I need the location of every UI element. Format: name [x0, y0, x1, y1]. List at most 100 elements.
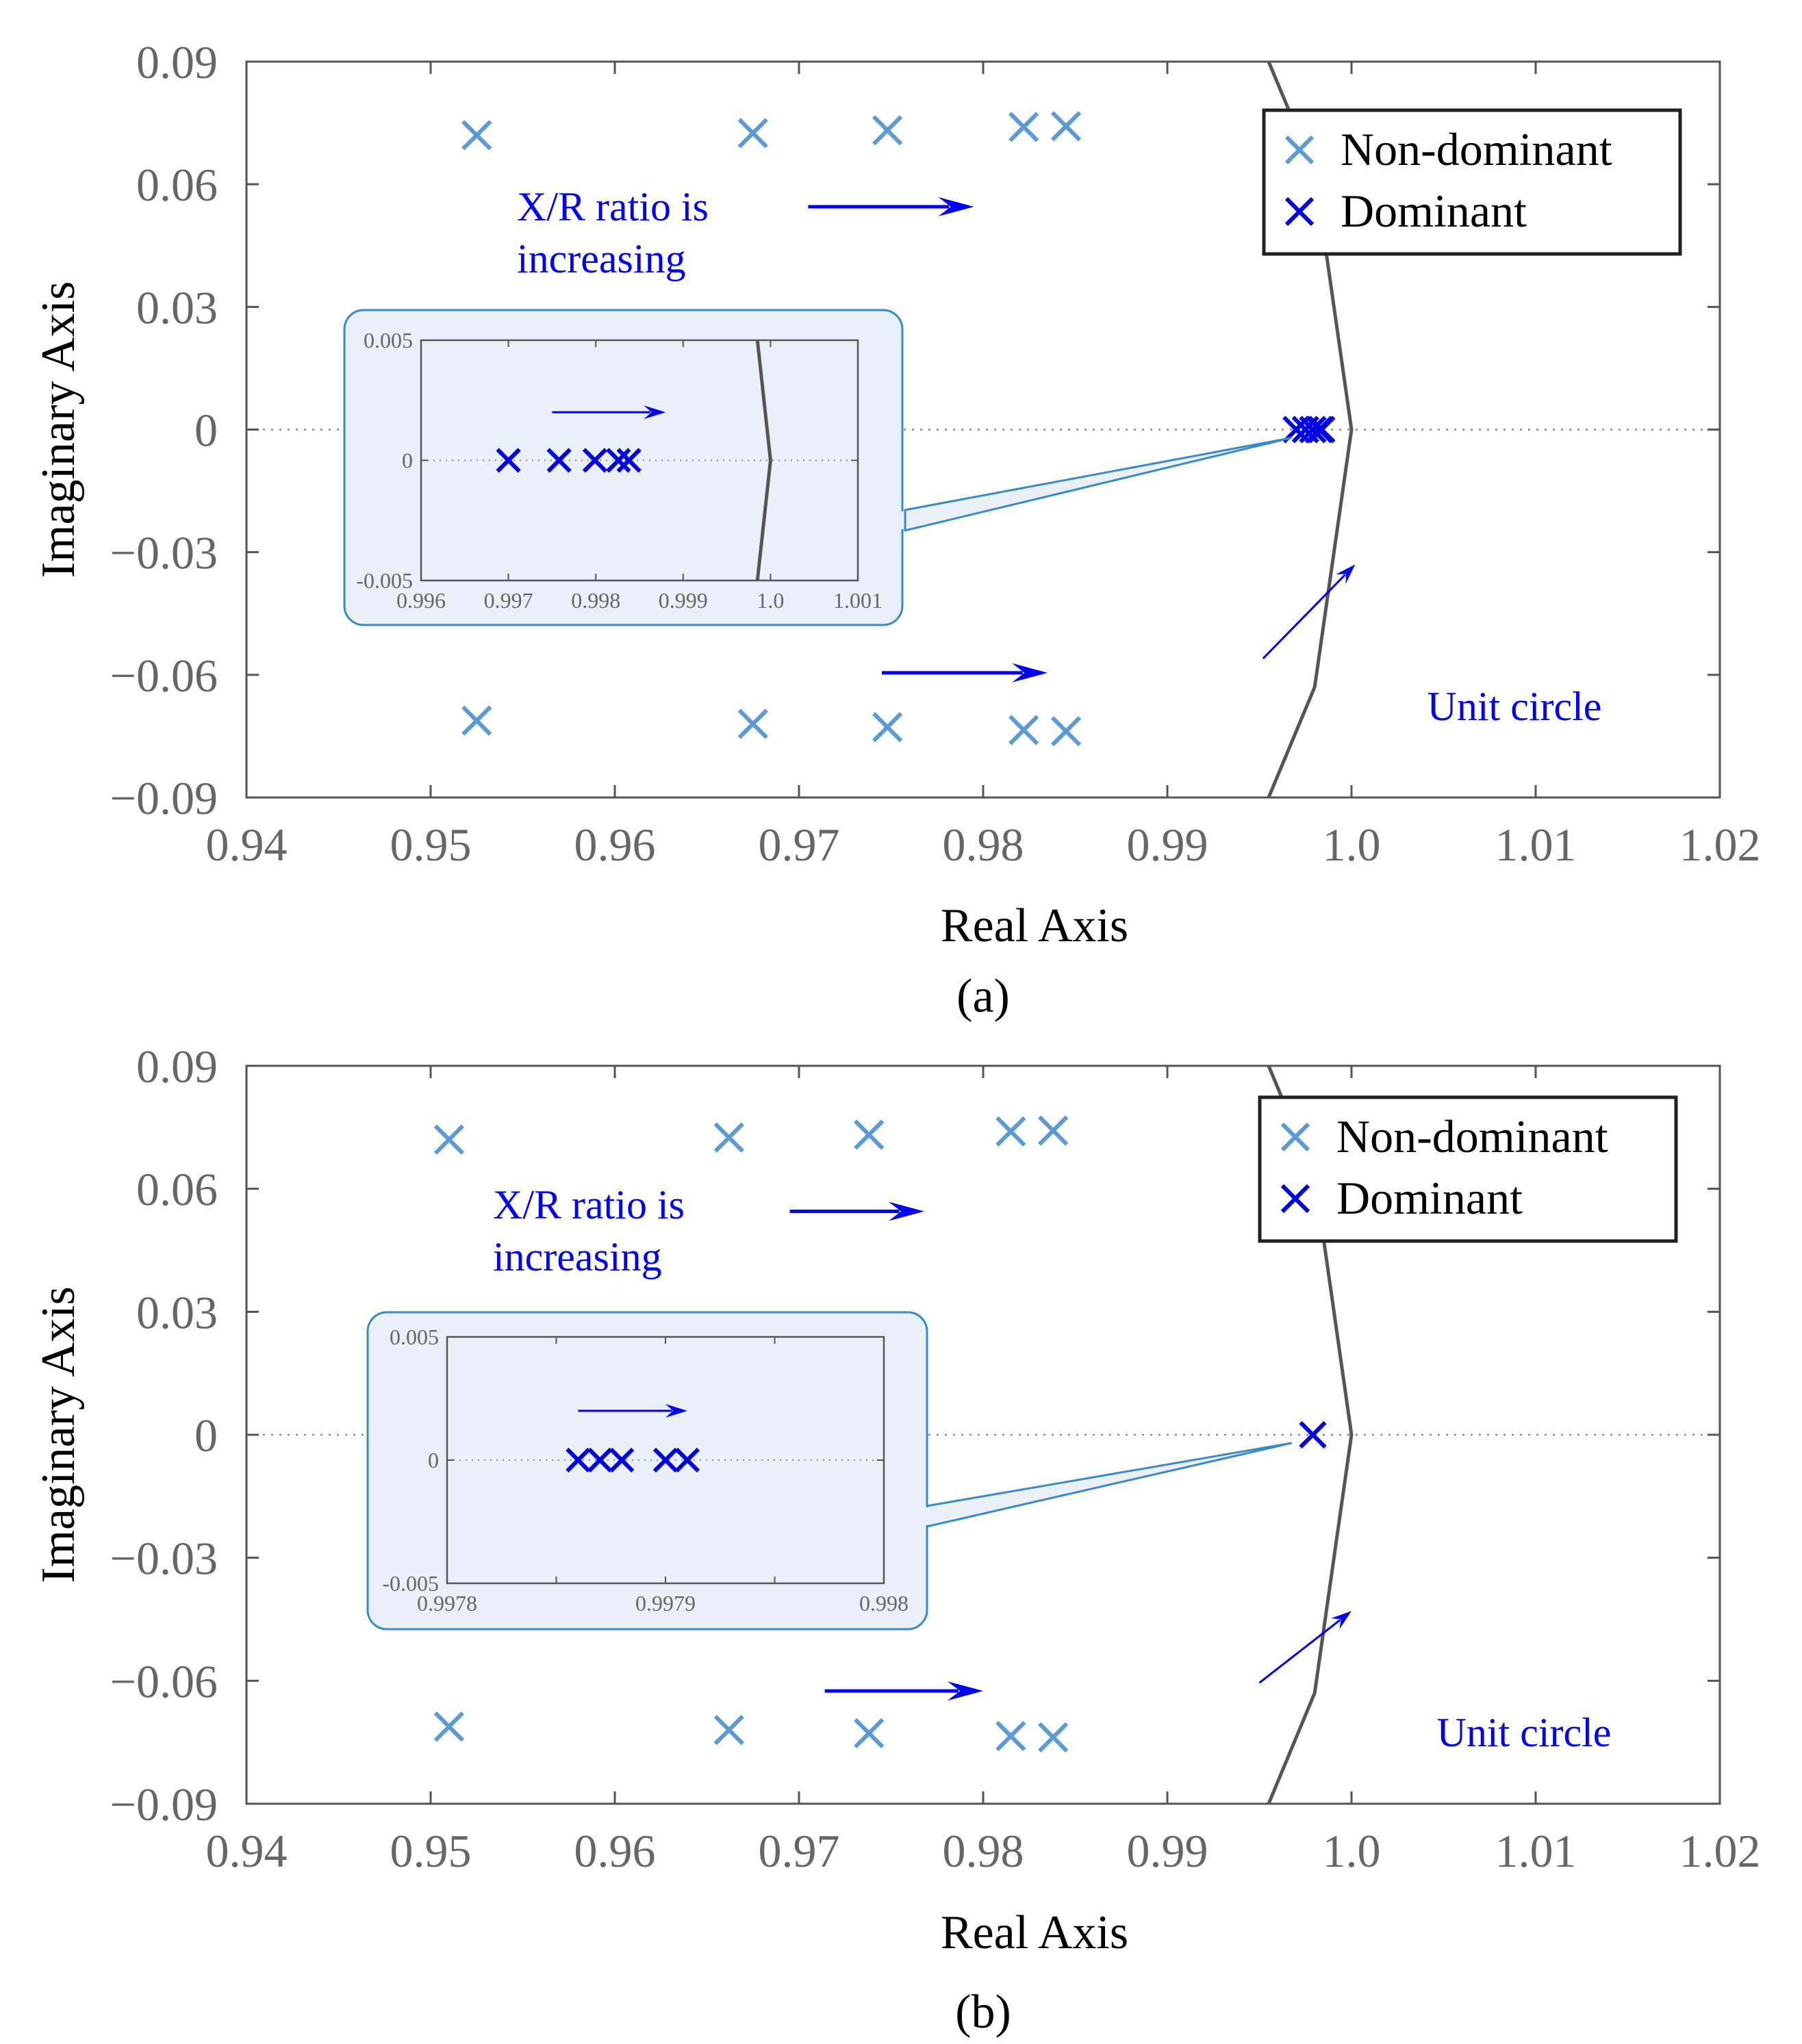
- non-dominant-marker: [433, 1711, 465, 1742]
- marker-stroke: [995, 1721, 1026, 1752]
- arrow-shaft: [1262, 574, 1346, 659]
- marker-stroke: [546, 448, 572, 473]
- x-tick-label: 0.94: [206, 1825, 288, 1877]
- arrow-shaft: [1258, 1619, 1341, 1684]
- x-tick-label: 1.0: [1323, 1825, 1381, 1877]
- unit-circle-pointer-arrow: [1262, 564, 1356, 659]
- legend-box: [1262, 108, 1682, 256]
- inset-y-tick-label: 0: [402, 448, 413, 473]
- inset-x-tick-label: 0.999: [659, 588, 708, 613]
- marker-stroke: [1284, 196, 1315, 227]
- non-dominant-marker: [737, 118, 768, 149]
- inset-y-tick-label: 0: [428, 1448, 439, 1472]
- non-dominant-marker: [854, 1717, 885, 1749]
- inset-zoom: 0.996 0.997 0.998 0.999 1.0 1.001 0.005 0 -0.005: [343, 309, 1293, 626]
- inset-x-tick-label: 0.998: [859, 1591, 909, 1615]
- ratio-text-line1: X/R ratio is: [517, 184, 709, 229]
- marker-stroke: [1038, 1722, 1069, 1753]
- legend-dominant-marker: [1280, 1184, 1310, 1214]
- direction-arrow: [882, 663, 1048, 682]
- marker-stroke: [582, 448, 608, 473]
- non-dominant-marker: [461, 705, 492, 736]
- non-dominant-marker: [854, 1119, 885, 1150]
- non-dominant-marker: [872, 115, 903, 146]
- arrow-head: [1331, 1611, 1352, 1629]
- marker-stroke: [872, 115, 903, 146]
- inset-x-tick-label: 0.9978: [417, 1591, 477, 1615]
- y-tick-label: 0: [194, 405, 218, 457]
- inset-direction-arrow: [552, 405, 666, 420]
- inset-y-tick-label: 0.005: [390, 1325, 439, 1349]
- legend-non-dominant-marker: [1284, 135, 1315, 165]
- x-tick-label: 1.01: [1495, 819, 1577, 871]
- marker-stroke: [496, 448, 521, 473]
- x-tick-label: 1.02: [1679, 819, 1761, 871]
- inset-dominant-marker: [587, 1447, 613, 1473]
- arrow-head: [665, 1404, 687, 1418]
- marker-stroke: [1299, 416, 1327, 444]
- arrow-head: [1336, 564, 1356, 585]
- panel-label: (b): [955, 1986, 1011, 2039]
- x-tick-label: 0.97: [759, 1825, 840, 1877]
- x-tick-label: 1.02: [1679, 1825, 1761, 1877]
- y-tick-label: −0.09: [110, 772, 218, 824]
- marker-stroke: [433, 1711, 465, 1742]
- ratio-text-line2: increasing: [517, 236, 686, 281]
- y-tick-label: 0.03: [136, 1286, 218, 1338]
- inset-callout-join: [923, 1507, 928, 1525]
- inset-dominant-marker: [496, 448, 521, 473]
- y-axis-label: Imaginary Axis: [32, 1286, 85, 1583]
- marker-stroke: [713, 1122, 744, 1153]
- non-dominant-marker: [713, 1122, 744, 1153]
- marker-stroke: [995, 1116, 1026, 1147]
- x-tick-label: 0.95: [390, 1825, 472, 1877]
- x-tick-label: 0.96: [574, 1825, 656, 1877]
- y-tick-label: 0.06: [136, 1164, 218, 1216]
- inset-x-tick-label: 1.001: [833, 588, 883, 613]
- inset-background: [366, 1311, 928, 1631]
- x-tick-label: 1.0: [1323, 819, 1381, 871]
- x-tick-label: 0.99: [1127, 1825, 1208, 1877]
- inset-x-tick-label: 0.998: [571, 588, 620, 613]
- non-dominant-marker: [713, 1715, 744, 1746]
- marker-stroke: [587, 1447, 613, 1473]
- dominant-marker: [1308, 416, 1336, 444]
- inset-callout-join: [898, 511, 904, 529]
- marker-stroke: [1299, 1420, 1327, 1449]
- inset-x-tick-label: 0.996: [396, 588, 446, 613]
- legend: Non-dominant Dominant: [1262, 108, 1682, 256]
- unit-circle-label: Unit circle: [1437, 1710, 1612, 1755]
- marker-stroke: [433, 1124, 465, 1155]
- unit-circle-pointer-arrow: [1258, 1611, 1352, 1684]
- arrow-head: [888, 1201, 924, 1221]
- legend-dominant-marker: [1284, 196, 1315, 227]
- non-dominant-marker: [995, 1721, 1026, 1752]
- legend-entry: Non-dominant: [1341, 123, 1612, 175]
- ratio-text-line2: increasing: [493, 1234, 662, 1279]
- marker-stroke: [1038, 1115, 1069, 1146]
- y-tick-label: −0.03: [110, 1533, 218, 1585]
- inset-x-tick-label: 0.997: [484, 588, 533, 613]
- inset-dominant-marker: [546, 448, 572, 473]
- chart-panel-a: 0.94 0.95 0.96 0.97 0.98 0.99 1.0 1.01 1.02 0.09 0…: [32, 36, 1761, 1023]
- y-tick-label: −0.06: [110, 1655, 218, 1707]
- marker-stroke: [737, 118, 768, 149]
- marker-stroke: [1050, 111, 1082, 142]
- marker-stroke: [616, 448, 642, 473]
- inset-dominant-marker: [566, 1447, 591, 1473]
- inset-y-tick-label: -0.005: [356, 568, 413, 593]
- inset-dominant-marker: [674, 1447, 700, 1473]
- marker-stroke: [1308, 416, 1336, 444]
- non-dominant-marker: [995, 1116, 1026, 1147]
- non-dominant-marker: [1008, 715, 1039, 745]
- non-dominant-marker: [737, 708, 768, 739]
- arrow-head: [948, 1681, 983, 1701]
- inset-dominant-marker: [582, 448, 608, 473]
- marker-stroke: [606, 448, 631, 473]
- inset-dominant-marker: [652, 1447, 678, 1473]
- chart-panel-b: 0.94 0.95 0.96 0.97 0.98 0.99 1.0 1.01 1.02 0.09 0…: [32, 1040, 1761, 2039]
- arrow-head: [1012, 663, 1048, 682]
- marker-stroke: [1008, 715, 1039, 745]
- marker-stroke: [1050, 716, 1082, 747]
